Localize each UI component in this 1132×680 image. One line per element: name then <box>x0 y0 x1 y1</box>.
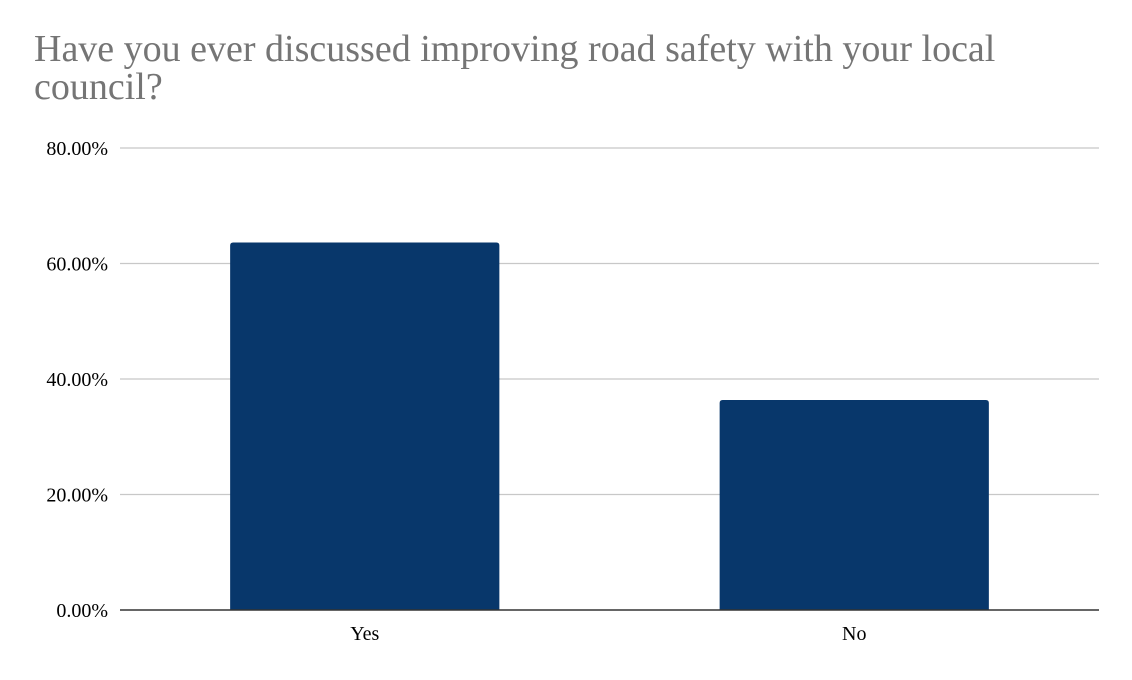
y-axis-tick-labels: 0.00% 20.00% 40.00% 60.00% 80.00% <box>46 138 108 622</box>
y-tick-label: 60.00% <box>46 254 108 276</box>
bar-no <box>719 400 989 610</box>
bars <box>230 242 989 610</box>
y-tick-label: 40.00% <box>46 369 108 391</box>
y-tick-label: 0.00% <box>56 600 108 622</box>
x-tick-label: Yes <box>350 623 379 645</box>
chart-title: Have you ever discussed improving road s… <box>34 28 996 108</box>
y-tick-label: 20.00% <box>46 485 108 507</box>
x-tick-label: No <box>842 623 866 645</box>
y-tick-label: 80.00% <box>46 138 108 160</box>
x-axis-tick-labels: Yes No <box>350 623 866 645</box>
bar-yes <box>230 242 500 610</box>
